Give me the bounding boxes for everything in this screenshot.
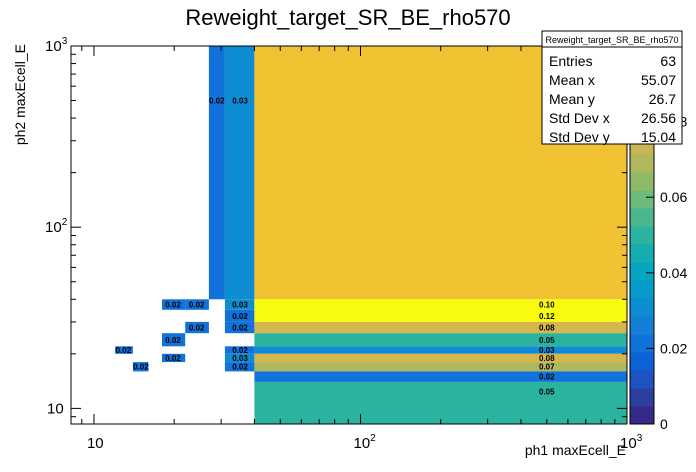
palette-swatch [630, 334, 654, 353]
cell-labels: 0.02 0.030.02 0.02 0.03 0.100.02 0.120.02 0.02… [116, 97, 556, 397]
cell-value-label: 0.02 [209, 97, 225, 106]
stats-row-value: 55.07 [641, 72, 676, 88]
stats-row-label: Std Dev y [549, 129, 610, 145]
y-tick-label: 10 [47, 400, 64, 417]
chart-title: Reweight_target_SR_BE_rho570 [185, 5, 510, 30]
cell-value-label: 0.02 [232, 312, 248, 321]
palette-tick-label: 0.04 [660, 265, 687, 281]
palette-swatch [630, 280, 654, 299]
palette-swatch [630, 406, 654, 425]
heatmap-cell [254, 346, 627, 354]
heatmap-cell [162, 333, 186, 347]
palette-tick-label: 0.02 [660, 340, 687, 356]
stats-row-label: Mean x [549, 72, 595, 88]
cell-value-label: 0.02 [232, 346, 248, 355]
cell-value-label: 0.02 [539, 373, 555, 382]
heatmap-cell [254, 381, 627, 424]
cell-value-label: 0.05 [539, 388, 555, 397]
x-tick-label: 10 [87, 435, 104, 452]
stats-box: Reweight_target_SR_BE_rho570 Entries 63 Mea… [541, 30, 683, 145]
palette-swatch [630, 298, 654, 317]
cell-value-label: 0.02 [165, 301, 181, 310]
heatmap-cell [185, 321, 209, 334]
heatmap-cell [224, 362, 255, 372]
palette-swatch [630, 262, 654, 281]
heatmap-cell [162, 299, 186, 310]
cell-value-label: 0.02 [133, 363, 149, 372]
y-tick-label: 103 [45, 36, 68, 55]
heatmap-cell [254, 299, 627, 310]
heatmap-cell [254, 309, 627, 322]
heatmap-cell [224, 309, 255, 322]
y-axis-label: ph2 maxEcell_E [12, 44, 28, 145]
cell-value-label: 0.08 [539, 324, 555, 333]
palette-swatch [630, 154, 654, 173]
stats-row-value: 63 [660, 53, 676, 69]
palette-swatch [630, 226, 654, 245]
cell-value-label: 0.03 [232, 354, 248, 363]
palette-swatch [630, 172, 654, 191]
cell-value-label: 0.03 [539, 346, 555, 355]
cell-value-label: 0.02 [116, 346, 132, 355]
palette-swatch [630, 316, 654, 335]
cell-value-label: 0.05 [539, 336, 555, 345]
palette-tick-label: 0 [660, 416, 668, 432]
cell-value-label: 0.03 [232, 301, 248, 310]
y-tick-label: 102 [45, 217, 68, 236]
cell-value-label: 0.08 [539, 354, 555, 363]
cell-value-label: 0.02 [232, 324, 248, 333]
heatmap-cell [224, 321, 255, 334]
x-axis-label: ph1 maxEcell_E [525, 442, 626, 458]
cell-value-label: 0.02 [165, 336, 181, 345]
heatmap-cell [224, 353, 255, 363]
heatmap-cell [208, 46, 225, 300]
heatmap-cell [254, 321, 627, 334]
stats-title: Reweight_target_SR_BE_rho570 [545, 35, 678, 45]
cell-value-label: 0.02 [189, 324, 205, 333]
x-tick-label: 102 [353, 433, 376, 452]
palette-swatch [630, 244, 654, 263]
cell-value-label: 0.07 [539, 363, 555, 372]
palette-swatch [630, 190, 654, 209]
heatmap-cell [254, 333, 627, 347]
stats-row-label: Mean y [549, 91, 595, 107]
cell-value-label: 0.02 [232, 363, 248, 372]
stats-row-label: Entries [549, 53, 593, 69]
heatmap-cell [132, 362, 149, 372]
heatmap-cell [162, 353, 186, 363]
heatmap-cell [254, 371, 627, 382]
palette-tick-label: 0.06 [660, 189, 687, 205]
stats-row-value: 15.04 [641, 129, 676, 145]
cell-value-label: 0.03 [232, 97, 248, 106]
stats-row-value: 26.7 [649, 91, 676, 107]
cell-value-label: 0.12 [539, 312, 555, 321]
stats-row-value: 26.56 [641, 110, 676, 126]
palette-swatch [630, 388, 654, 407]
cell-value-label: 0.02 [165, 354, 181, 363]
heatmap-cell [254, 353, 627, 363]
palette-swatch [630, 208, 654, 227]
heatmap-cell [224, 346, 255, 354]
heatmap-cell [254, 362, 627, 372]
stats-box-frame [541, 30, 683, 145]
cell-value-label: 0.02 [189, 301, 205, 310]
x-tick-label: 103 [620, 433, 643, 452]
heatmap-cell [224, 46, 255, 300]
palette-swatch [630, 370, 654, 389]
heatmap-cell [185, 299, 209, 310]
cell-value-label: 0.10 [539, 301, 555, 310]
stats-row-label: Std Dev x [549, 110, 610, 126]
heatmap-cell [115, 346, 133, 354]
heatmap-cell [224, 299, 255, 310]
palette-swatch [630, 352, 654, 371]
